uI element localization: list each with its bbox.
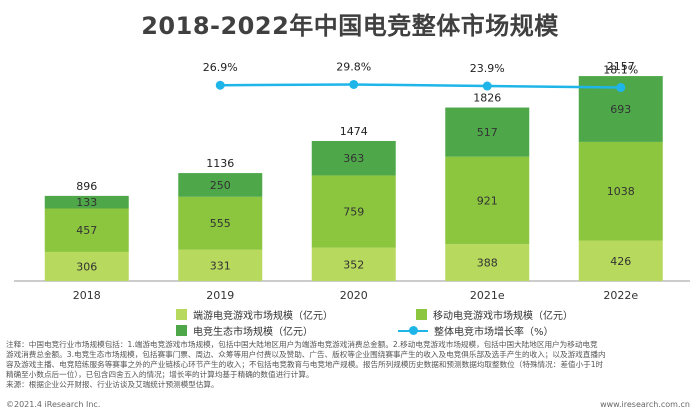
bar-segment [445, 244, 530, 281]
legend-swatch-mobile-esports [416, 309, 427, 320]
bar-value-label: 921 [477, 194, 498, 207]
legend-item-esports-ecosystem: 电竞生态市场规模（亿元） [176, 323, 313, 338]
bar-value-label: 352 [343, 258, 364, 271]
legend-swatch-pc-esports [176, 309, 187, 320]
bar-segment [445, 156, 530, 245]
bar-value-label: 331 [210, 259, 231, 272]
bar-segment [44, 208, 129, 252]
note-line: 容及游戏主播、电竞陪练服务等赛事之外的产业链核心环节产生的收入；不包括电竞教育与… [6, 360, 604, 369]
bar-segment [44, 195, 129, 209]
copyright-text: ©2021.4 iResearch Inc. [6, 400, 101, 409]
legend-label-esports-ecosystem: 电竞生态市场规模（亿元） [193, 327, 313, 338]
bar-total-label: 1826 [473, 92, 501, 105]
legend: 端游电竞游戏市场规模（亿元） 移动电竞游戏市场规模（亿元） 电竞生态市场规模（亿… [168, 304, 688, 338]
legend-label-pc-esports: 端游电竞游戏市场规模（亿元） [193, 311, 333, 322]
legend-item-growth-rate: 整体电竞市场增长率（%） [398, 323, 554, 338]
bar-value-label: 426 [610, 255, 631, 268]
bar-value-label: 1038 [607, 185, 635, 198]
note-line: 游戏消费总金额。3.电竞生态市场规模，包括赛事门票、周边、众筹等用户付费以及赞助… [6, 350, 606, 359]
growth-rate-line [220, 83, 621, 89]
bar-segment [178, 173, 263, 197]
growth-rate-label: 26.9% [203, 61, 238, 74]
bar-segment [311, 175, 396, 248]
bar-value-label: 759 [343, 206, 364, 219]
growth-rate-point [215, 80, 225, 90]
chart-title: 2018-2022年中国电竞整体市场规模 [141, 12, 559, 40]
note-source: 来源：根据企业公开财报、行业访谈及艾瑞统计预测模型估算。 [6, 380, 219, 389]
bar-value-label: 517 [477, 126, 498, 139]
growth-rate-label: 18.1% [603, 64, 638, 77]
growth-rate-label: 29.8% [336, 60, 371, 73]
bar-segment [311, 140, 396, 176]
growth-rate-point [482, 81, 492, 91]
footer: ©2021.4 iResearch Inc. www.iresearch.com… [6, 400, 694, 412]
legend-label-growth-rate: 整体电竞市场增长率（%） [434, 327, 554, 338]
note-line: 注释：中国电竞行业市场规模包括：1.端游电竞游戏市场规模，包括中国大陆地区用户为… [6, 340, 598, 349]
bar-total-label: 1136 [206, 157, 234, 170]
growth-rate-label: 23.9% [470, 62, 505, 75]
growth-rate-point [616, 83, 626, 93]
bar-total-label: 1474 [340, 125, 368, 138]
legend-label-mobile-esports: 移动电竞游戏市场规模（亿元） [433, 311, 573, 322]
legend-item-mobile-esports: 移动电竞游戏市场规模（亿元） [416, 307, 573, 322]
bar-value-label: 388 [477, 257, 498, 270]
website-url: www.iresearch.com.cn [600, 400, 690, 409]
bar-value-label: 133 [76, 196, 97, 209]
bar-total-label: 896 [76, 180, 97, 193]
bar-segment [178, 249, 263, 281]
chart-notes: 注释：中国电竞行业市场规模包括：1.端游电竞游戏市场规模，包括中国大陆地区用户为… [6, 340, 694, 390]
bar-value-label: 250 [210, 179, 231, 192]
x-tick-label: 2022e [603, 289, 638, 300]
bar-value-label: 363 [343, 152, 364, 165]
bar-value-label: 555 [210, 217, 231, 230]
legend-line-growth-rate [398, 325, 428, 336]
bar-value-label: 306 [76, 260, 97, 273]
bar-total-label: 2157 [607, 60, 635, 73]
stacked-bar-chart: 306 457 133 896 2018 331 555 250 1136 2019 352 759 3… [14, 60, 690, 300]
growth-rate-point [349, 79, 359, 89]
legend-swatch-esports-ecosystem [176, 325, 187, 336]
bar-segment [578, 240, 663, 281]
x-tick-label: 2019 [206, 289, 234, 300]
legend-item-pc-esports: 端游电竞游戏市场规模（亿元） [176, 307, 333, 322]
note-line: 精确至小数点后一位），已包含四舍五入的情况；增长率的计算均基于精确的数值进行计算… [6, 370, 314, 379]
bar-segment [445, 107, 530, 157]
x-tick-label: 2020 [340, 289, 368, 300]
bar-segment [44, 251, 129, 281]
x-tick-label: 2018 [73, 289, 101, 300]
bar-segment [578, 141, 663, 241]
bar-segment [178, 196, 263, 250]
bar-value-label: 693 [610, 103, 631, 116]
bar-value-label: 457 [76, 224, 97, 237]
x-tick-label: 2021e [470, 289, 505, 300]
bar-segment [311, 247, 396, 281]
